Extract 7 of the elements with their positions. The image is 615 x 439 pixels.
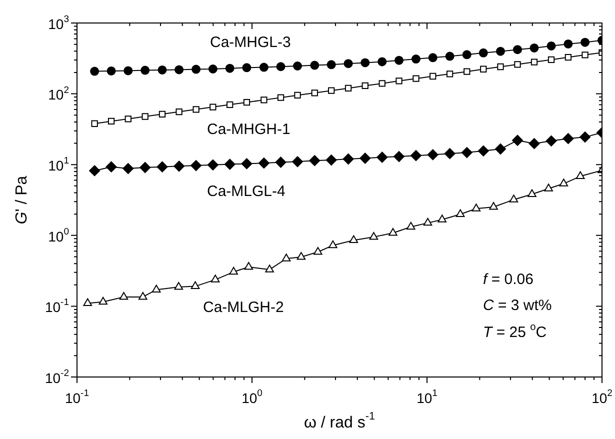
- series-label: Ca-MHGH-1: [207, 121, 290, 138]
- series-label: Ca-MLGH-2: [203, 299, 284, 316]
- annotation: C = 3 wt%: [483, 297, 552, 314]
- series-label: Ca-MLGL-4: [207, 183, 286, 200]
- legend-label: Ca-MHGL-3: [210, 34, 291, 52]
- y-axis-title: G' / Pa: [13, 176, 30, 224]
- annotation: f = 0.06: [483, 271, 534, 288]
